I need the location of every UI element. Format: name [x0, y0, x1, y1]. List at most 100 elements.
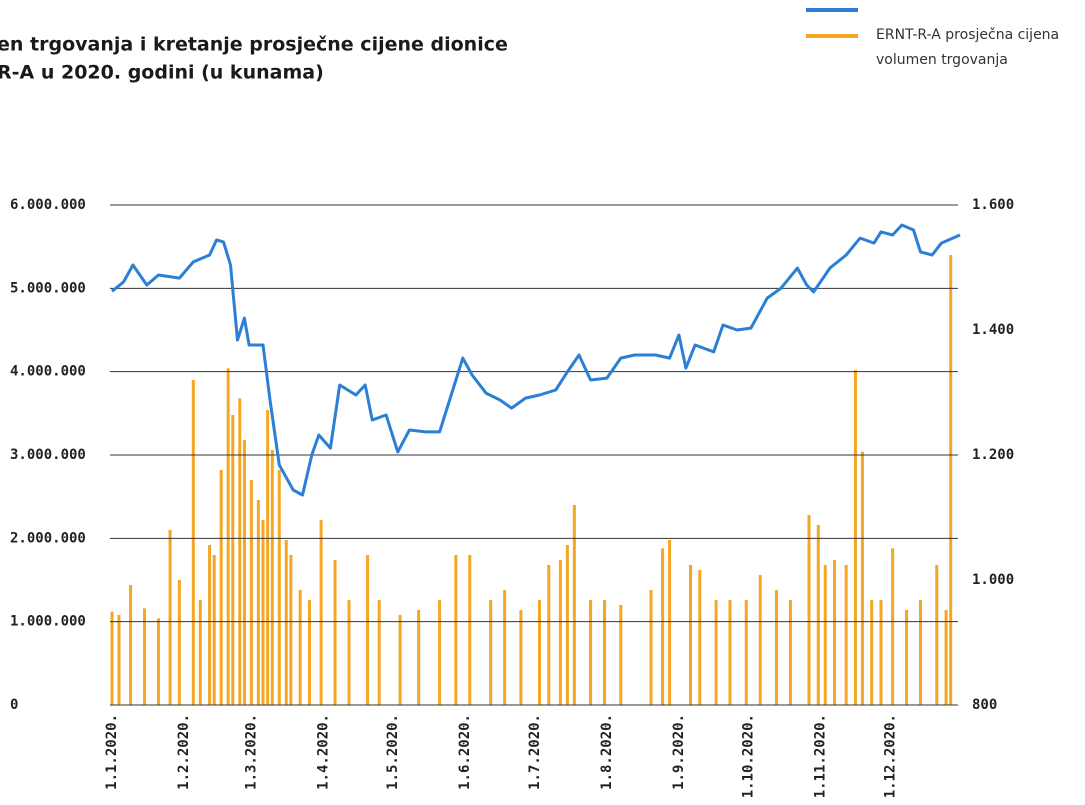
volume-bar: [270, 450, 274, 705]
volume-bar: [417, 610, 421, 705]
volume-bar: [844, 565, 848, 705]
volume-bar: [307, 600, 311, 705]
volume-bar: [208, 545, 212, 705]
volume-bar: [879, 600, 883, 705]
y-tick-label: 0: [10, 697, 18, 713]
volume-bar: [714, 600, 718, 705]
chart-title: en trgovanja i kretanje prosječne cijene…: [0, 34, 508, 56]
volume-bar: [572, 505, 576, 705]
volume-bar: [547, 565, 551, 705]
y2-tick-label: 1.200: [972, 447, 1014, 463]
volume-bar: [249, 480, 253, 705]
y2-tick-label: 1.600: [972, 197, 1014, 213]
y-tick-label: 4.000.000: [10, 364, 86, 380]
y2-tick-label: 1.400: [972, 322, 1014, 338]
volume-bar: [788, 600, 792, 705]
volume-bar: [238, 398, 242, 705]
volume-bar: [117, 615, 121, 705]
y-tick-label: 6.000.000: [10, 197, 86, 213]
volume-bar: [284, 540, 288, 705]
volume-bar: [110, 611, 114, 705]
y-tick-label: 3.000.000: [10, 447, 86, 463]
volume-bar: [698, 570, 702, 705]
volume-bar: [649, 590, 653, 705]
volume-bar: [143, 608, 147, 705]
volume-bar: [261, 520, 265, 705]
x-tick-label: 1.1.2020.: [104, 714, 120, 790]
x-tick-label: 1.8.2020.: [599, 714, 615, 790]
volume-bar: [503, 590, 507, 705]
volume-bar: [347, 600, 351, 705]
volume-bar: [333, 560, 337, 705]
volume-bar: [833, 560, 837, 705]
legend-label: volumen trgovanja: [876, 52, 1008, 68]
volume-bar: [242, 440, 246, 705]
volume-bar: [816, 525, 820, 705]
volume-bar: [319, 520, 323, 705]
volume-bar: [919, 600, 923, 705]
volume-bar: [558, 560, 562, 705]
volume-bar: [661, 548, 665, 705]
y-tick-label: 5.000.000: [10, 280, 86, 296]
volume-bar: [668, 540, 672, 705]
volume-bar: [454, 555, 458, 705]
volume-bar: [688, 565, 692, 705]
volume-bar: [619, 605, 623, 705]
volume-bar: [758, 575, 762, 705]
x-tick-label: 1.4.2020.: [315, 714, 331, 790]
volume-bar: [853, 370, 857, 705]
volume-bar: [366, 555, 370, 705]
volume-bar: [519, 610, 523, 705]
volume-bar: [212, 555, 216, 705]
volume-bar: [219, 470, 223, 705]
volume-bar: [891, 548, 895, 705]
volume-bar: [289, 555, 293, 705]
volume-bar: [231, 415, 235, 705]
x-tick-label: 1.5.2020.: [385, 714, 401, 790]
y-tick-label: 1.000.000: [10, 614, 86, 630]
y-tick-label: 2.000.000: [10, 530, 86, 546]
volume-bar: [537, 600, 541, 705]
volume-bar: [129, 585, 133, 705]
volume-bar: [603, 600, 607, 705]
volume-bar: [298, 590, 302, 705]
volume-bar: [256, 500, 260, 705]
volume-bar: [905, 610, 909, 705]
volume-bar: [191, 380, 195, 705]
volume-bar: [468, 555, 472, 705]
x-tick-label: 1.10.2020.: [741, 714, 757, 798]
volume-bar: [935, 565, 939, 705]
chart-title: R-A u 2020. godini (u kunama): [0, 62, 324, 84]
y2-tick-label: 1.000: [972, 572, 1014, 588]
volume-bar: [565, 545, 569, 705]
x-tick-label: 1.9.2020.: [671, 714, 687, 790]
price-line: [111, 223, 961, 497]
x-tick-label: 1.2.2020.: [176, 714, 192, 790]
volume-bar: [728, 600, 732, 705]
y2-tick-label: 800: [972, 697, 997, 713]
volume-bar: [398, 615, 402, 705]
volume-bar: [823, 565, 827, 705]
volume-bar: [744, 600, 748, 705]
bars: [110, 255, 953, 705]
volume-bar: [944, 610, 948, 705]
x-tick-label: 1.12.2020.: [882, 714, 898, 798]
volume-bar: [870, 600, 874, 705]
volume-bar: [860, 451, 864, 705]
volume-bar: [277, 470, 281, 705]
volume-bar: [774, 590, 778, 705]
volume-bar: [589, 600, 593, 705]
volume-bar: [266, 410, 270, 705]
volume-bar: [198, 600, 202, 705]
volume-bar: [156, 618, 160, 705]
x-tick-label: 1.3.2020.: [243, 714, 259, 790]
volume-bar: [168, 530, 172, 705]
volume-bar: [489, 600, 493, 705]
legend-label: ERNT-R-A prosječna cijena: [876, 27, 1059, 43]
x-tick-label: 1.6.2020.: [457, 714, 473, 790]
volume-bar: [438, 600, 442, 705]
volume-bar: [807, 515, 811, 705]
x-tick-label: 1.7.2020.: [527, 714, 543, 790]
volume-bar: [377, 600, 381, 705]
